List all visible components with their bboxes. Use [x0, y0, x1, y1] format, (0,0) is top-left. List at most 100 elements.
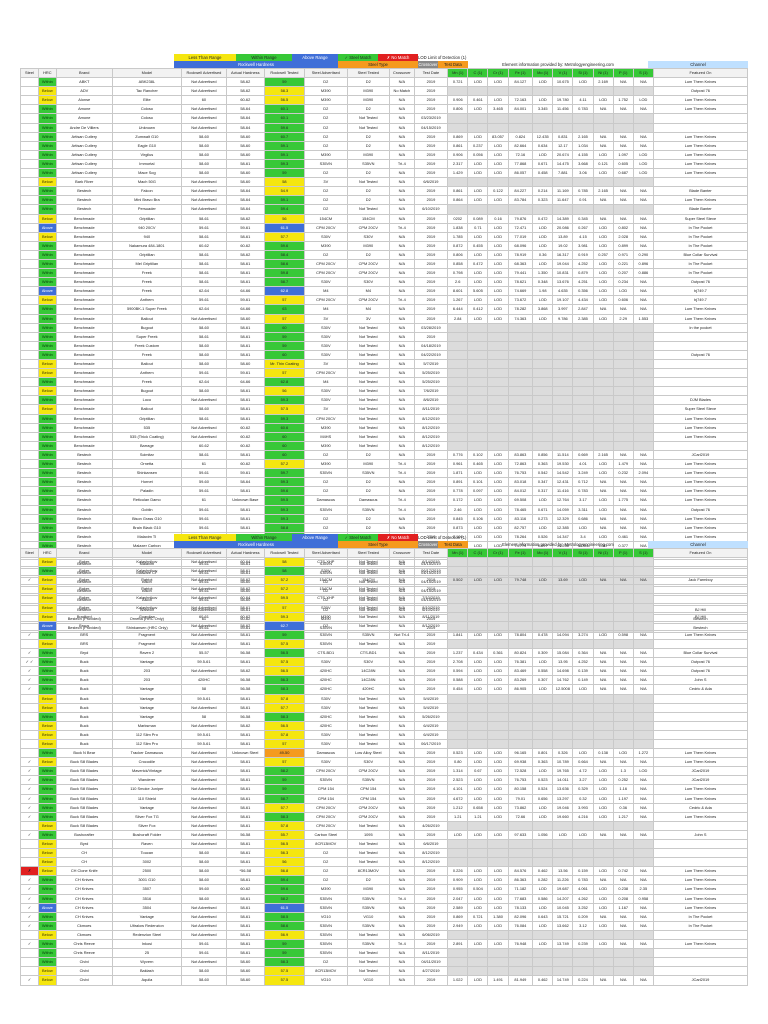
element-cell: [467, 848, 489, 859]
crossover-cell: N/A: [389, 149, 415, 160]
table-row: Below Benchmade Bailout 58-60 58-61 57.5 3V Not…: [20, 404, 749, 415]
crossover-cell: N/A: [389, 195, 415, 206]
steel-match-cell: [20, 948, 39, 959]
element-cell: 0.861: [447, 140, 469, 151]
test-date-cell: 2019: [413, 477, 449, 488]
crossover-cell: N/A: [389, 811, 415, 822]
steel-match-cell: [20, 113, 39, 124]
element-cell: LOD: [532, 902, 554, 913]
brand-cell: Bestech: [55, 495, 113, 506]
element-cell: LOD: [592, 802, 614, 813]
element-cell: [447, 611, 469, 622]
element-cell: [592, 848, 614, 859]
actual-hardness-cell: 58-61: [225, 657, 265, 668]
element-cell: 76.381: [507, 657, 534, 668]
hrc-status-cell: Within: [37, 957, 57, 968]
actual-hardness-cell: 58-61: [225, 504, 265, 515]
steel-match-cell: ✓: [20, 629, 39, 640]
hrc-status-cell: Within: [37, 240, 57, 251]
element-cell: 0.317: [532, 486, 554, 497]
hrc-status-cell: Below: [37, 368, 57, 379]
table-row: ✓ Within Chris Reeve Inkosi 59-61 58-61 59 S35V…: [20, 939, 749, 950]
hrc-status-cell: Within: [37, 784, 57, 795]
element-cell: LOD: [592, 168, 614, 179]
element-cell: LOD: [592, 295, 614, 306]
model-cell: Paladin: [111, 486, 183, 497]
table-row: Above Benchmade Freek 62-64 64-66 62.8 M4 M4 N/A…: [20, 286, 749, 297]
rockwell-advertised-cell: Not Advertised: [181, 820, 227, 831]
featured-on-cell: Lum Thern Knives: [652, 486, 749, 497]
subheader-rockwell: Rockwell Hardness: [174, 61, 338, 68]
test-date-cell: 2019: [413, 140, 449, 151]
brand-cell: Benchmade: [55, 313, 113, 324]
steel-match-cell: [20, 602, 39, 613]
element-cell: [552, 86, 574, 97]
element-cell: [612, 86, 634, 97]
element-cell: N/A: [612, 104, 634, 115]
element-cell: [592, 440, 614, 451]
steel-match-cell: ✓: [20, 666, 39, 677]
test-date-cell: 04/22/2019: [413, 349, 449, 361]
brand-cell: Alonse: [55, 95, 113, 106]
steel-advertised-cell: S30V: [304, 277, 348, 288]
table-row: ✓ Within Buck Sill Blades 110 Smoke Juniper…: [20, 784, 749, 795]
element-cell: [467, 702, 489, 713]
rockwell-advertised-cell: Not Advertised: [181, 784, 227, 795]
element-cell: [447, 204, 469, 215]
actual-hardness-cell: 58-62: [225, 584, 265, 595]
crossover-cell: N/A: [389, 231, 415, 242]
crossover-cell: N/A: [389, 304, 415, 315]
actual-hardness-cell: 58-60: [225, 168, 265, 179]
hrc-status-cell: Below: [37, 86, 57, 97]
element-cell: 3.668: [572, 158, 594, 170]
element-cell: [507, 738, 534, 750]
element-cell: 76.084: [507, 920, 534, 931]
element-cell: N/A: [632, 222, 654, 233]
element-cell: [532, 431, 554, 442]
table-row: Within Baker Kalashnikov Not Advertised 58-6…: [20, 566, 749, 577]
element-cell: [552, 966, 574, 977]
table-row: Within Bestech Bison Grass G10 59-61 58-61 59…: [20, 513, 749, 524]
element-cell: LOD: [467, 784, 489, 795]
crossover-cell: N/A: [389, 866, 415, 877]
element-cell: 0.899: [612, 240, 634, 251]
element-cell: [572, 422, 594, 433]
actual-hardness-cell: 58-64: [225, 104, 265, 115]
crossover-cell: No Match: [389, 86, 415, 97]
element-cell: N/A: [612, 513, 634, 524]
model-cell: Mini Bravo Bra: [111, 195, 183, 206]
rockwell-advertised-cell: Not Advertised: [181, 186, 227, 197]
test-date-cell: 2019: [413, 295, 449, 306]
rockwell-tested-cell: 56.9: [263, 929, 306, 941]
hrc-status-cell: Within: [37, 249, 57, 260]
crossover-cell: N/A: [389, 638, 415, 650]
table-row: Within Chris Reeve 25 59-61 58-61 59 S35VN Not …: [20, 948, 749, 959]
element-cell: [552, 431, 574, 442]
element-cell: 0.121: [592, 158, 614, 170]
actual-hardness-cell: 58-61: [225, 838, 265, 850]
model-cell: Griptilian: [111, 213, 183, 224]
element-cell: LOD: [487, 757, 509, 768]
legend-steel-match: ✓ Steel Match: [338, 534, 378, 541]
steel-tested-cell: Not Tested: [346, 602, 391, 613]
crossover-cell: N/A: [389, 820, 415, 831]
element-cell: [632, 113, 654, 124]
table-row: Within Benchmade Barrage 60-62 60-62 60 M390 No…: [20, 440, 749, 451]
brand-cell: Bestech: [55, 468, 113, 479]
element-cell: 84.012: [507, 486, 534, 497]
table-row: Within Artisan Cutlery Immortal 58-60 58-61 5…: [20, 158, 749, 170]
element-cell: [612, 404, 634, 415]
test-date-cell: 2019: [413, 975, 449, 986]
element-cell: [467, 929, 489, 941]
steel-match-cell: [20, 566, 39, 577]
crossover-cell: N/A: [389, 766, 415, 777]
element-cell: N/A: [592, 304, 614, 315]
rockwell-tested-cell: 58: [263, 566, 306, 577]
column-header: Steel Advertised: [304, 67, 348, 79]
element-cell: 0.16: [487, 213, 509, 224]
element-cell: [592, 702, 614, 713]
hrc-status-cell: Within: [37, 793, 57, 804]
test-date-cell: 2019: [413, 95, 449, 106]
element-cell: 1.429: [447, 168, 469, 179]
rockwell-advertised-cell: Not Advertised: [181, 638, 227, 650]
